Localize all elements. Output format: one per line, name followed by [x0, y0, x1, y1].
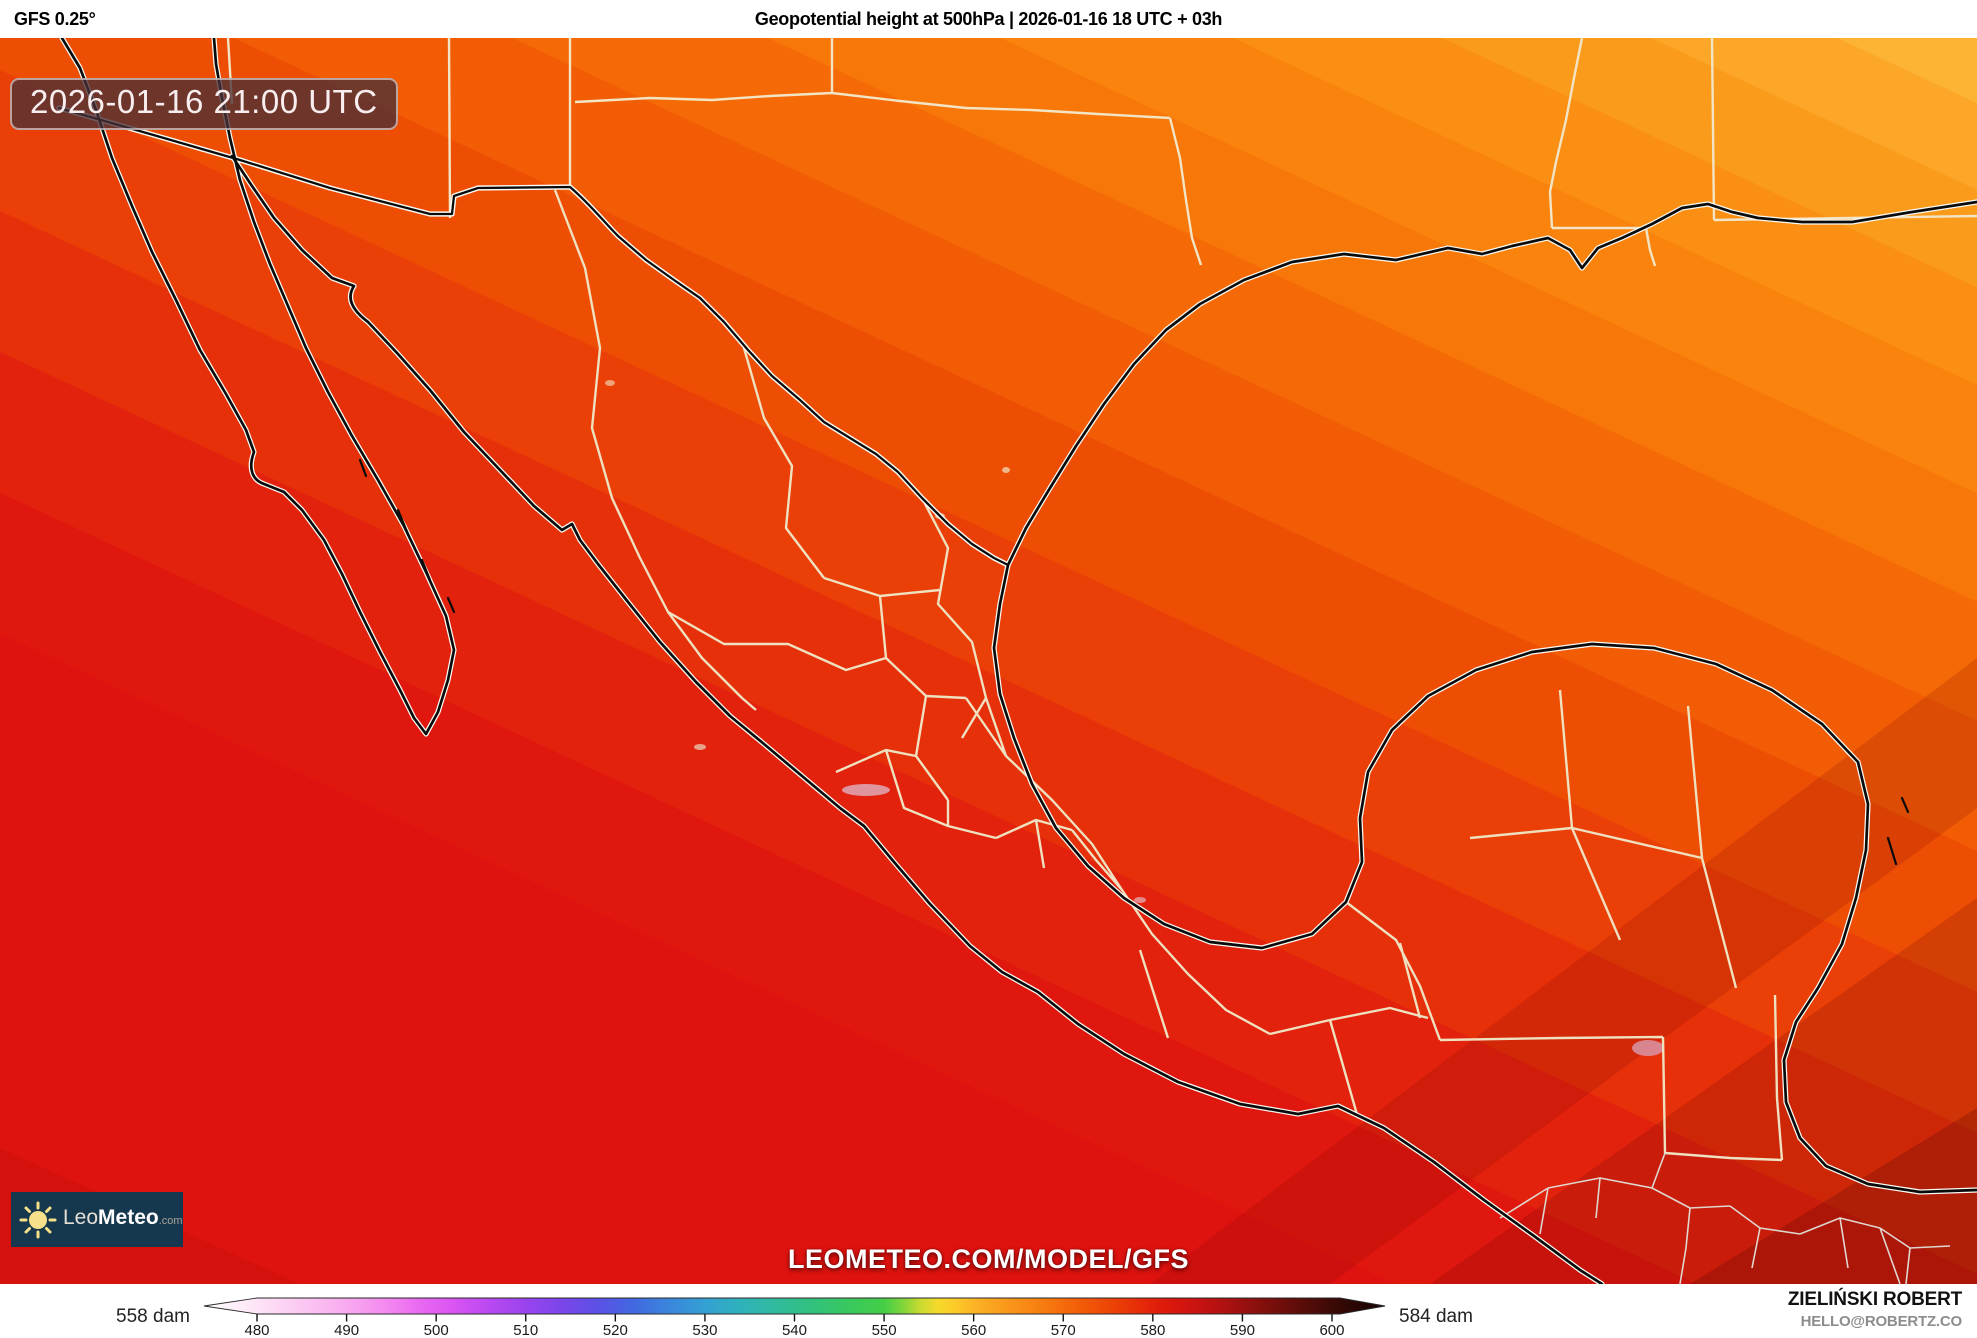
- colorbar-tick-label: 520: [603, 1322, 628, 1338]
- colorbar-tick-label: 530: [692, 1322, 717, 1338]
- colorbar: 480 490 500 510 520 530 540 550 560 570 580 590 600: [203, 1297, 1386, 1338]
- leometeo-logo: LeoMeteo.com: [11, 1192, 183, 1247]
- colorbar-tick-label: 490: [334, 1322, 359, 1338]
- gulf-islands: [358, 458, 1910, 866]
- model-label: GFS 0.25°: [14, 9, 96, 29]
- logo-wordmark: LeoMeteo.com: [63, 1206, 183, 1229]
- guatemala-admin-borders: [1499, 1152, 1951, 1284]
- colorbar-tick-label: 550: [872, 1322, 897, 1338]
- colorbar-tick-label: 540: [782, 1322, 807, 1338]
- lakes-layer: [605, 380, 1664, 1056]
- colorbar-max-label: 584 dam: [1399, 1306, 1473, 1327]
- mexico-state-borders: [553, 189, 1784, 1162]
- header-bar: GFS 0.25° Geopotential height at 500hPa …: [0, 0, 1977, 38]
- weather-map: 2026-01-16 21:00 UTC LeoMeteo.com LEOMET…: [0, 38, 1977, 1284]
- gulf-us-coast: [1006, 200, 1977, 567]
- coastline-casing: [56, 38, 1977, 1284]
- author-email: HELLO@ROBERTZ.CO: [1800, 1313, 1963, 1330]
- pacific-coast: [230, 154, 1604, 1284]
- contour-band-darkest: [1690, 1108, 1977, 1284]
- gulf-mexico-yucatan-coast: [992, 563, 1977, 1194]
- author-name: ZIELIŃSKI ROBERT: [1787, 1289, 1962, 1310]
- contour-band-darker: [1430, 898, 1977, 1284]
- colorbar-tick-label: 560: [961, 1322, 986, 1338]
- us-mexico-border: [57, 106, 1010, 567]
- baja-california-coast: [60, 38, 456, 736]
- credits-block: ZIELIŃSKI ROBERT HELLO@ROBERTZ.CO: [1788, 1289, 1962, 1333]
- contour-band-dark: [1150, 658, 1977, 1284]
- colorbar-arrow: [203, 1297, 1386, 1315]
- colorbar-tick-label: 510: [513, 1322, 538, 1338]
- colorbar-tick-label: 480: [244, 1322, 269, 1338]
- watermark-url: LEOMETEO.COM/MODEL/GFS: [788, 1244, 1189, 1274]
- coastline-layer: [57, 38, 1977, 1284]
- page-title: Geopotential height at 500hPa | 2026-01-…: [754, 9, 1223, 29]
- colorbar-tick-label: 500: [424, 1322, 449, 1338]
- colorbar-tick-label: 590: [1230, 1322, 1255, 1338]
- geography-layer: [0, 38, 1977, 1284]
- us-state-borders: [226, 38, 1977, 267]
- colorbar-tick-label: 570: [1051, 1322, 1076, 1338]
- colorbar-tick-label: 580: [1140, 1322, 1165, 1338]
- sun-icon: [19, 1201, 57, 1239]
- colorbar-footer: 480 490 500 510 520 530 540 550 560 570 580 590 600 …: [0, 1284, 1977, 1338]
- geopotential-fill-layer: [0, 38, 1977, 1284]
- colorbar-tick-label: 600: [1319, 1322, 1344, 1338]
- timestamp-badge: 2026-01-16 21:00 UTC: [10, 78, 398, 130]
- colorbar-ticks: 480 490 500 510 520 530 540 550 560 570 580 590 600: [244, 1314, 1345, 1338]
- colorbar-min-label: 558 dam: [116, 1306, 190, 1327]
